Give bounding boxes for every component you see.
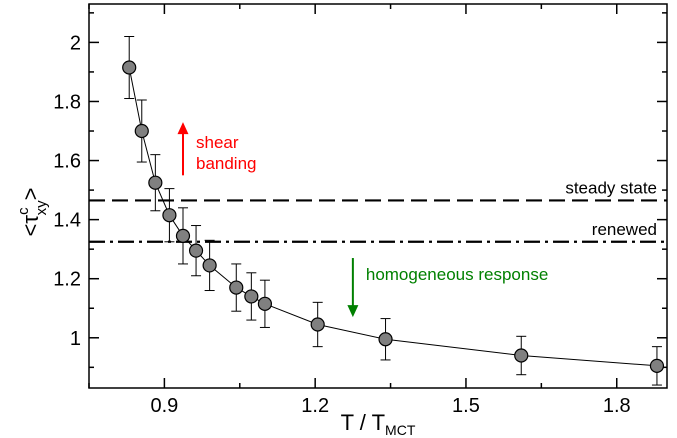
x-tick-label: 1.2: [301, 395, 329, 417]
data-point: [122, 60, 137, 75]
data-point: [514, 348, 529, 363]
data-point: [202, 258, 217, 273]
y-tick-label: 1.4: [53, 210, 81, 232]
data-point: [134, 123, 149, 139]
data-point: [310, 317, 325, 332]
reference-line-label: renewed: [592, 220, 657, 239]
annotations: shear banding homogeneous response: [177, 122, 548, 318]
data-point: [244, 289, 259, 304]
data-point: [188, 243, 204, 258]
annotation-label: banding: [196, 154, 257, 173]
x-tick-label: 0.9: [150, 395, 178, 417]
data-point: [229, 280, 244, 295]
plot-frame: [88, 3, 668, 389]
data-point: [378, 332, 393, 347]
data-point: [175, 228, 191, 243]
data-point: [162, 208, 177, 223]
data-point: [649, 358, 665, 373]
axis-ticks: [88, 4, 667, 388]
data-point: [257, 296, 273, 311]
y-axis-title: <τcxy>: [15, 188, 50, 237]
data-point: [148, 175, 163, 190]
series-line: [128, 67, 657, 367]
reference-line-label: steady state: [565, 178, 657, 197]
annotation-arrow-head: [347, 305, 359, 318]
reference-lines: steady state renewed: [89, 178, 667, 243]
tick-labels: 0.9 1.2 1.5 1.8 1 1.2 1.4 1.6 1.8 2: [53, 32, 630, 417]
annotation-arrow-head: [177, 122, 189, 135]
y-tick-label: 1.2: [53, 269, 81, 291]
data-series: [122, 35, 665, 386]
annotation-label: shear: [196, 133, 239, 152]
y-tick-label: 2: [70, 32, 81, 54]
y-tick-label: 1.6: [53, 151, 81, 173]
y-tick-label: 1: [70, 328, 81, 350]
x-axis-title: T / TMCT: [341, 410, 416, 438]
x-tick-label: 1.5: [452, 395, 480, 417]
y-tick-label: 1.8: [53, 91, 81, 113]
x-tick-label: 1.8: [603, 395, 631, 417]
annotation-label: homogeneous response: [366, 265, 548, 284]
